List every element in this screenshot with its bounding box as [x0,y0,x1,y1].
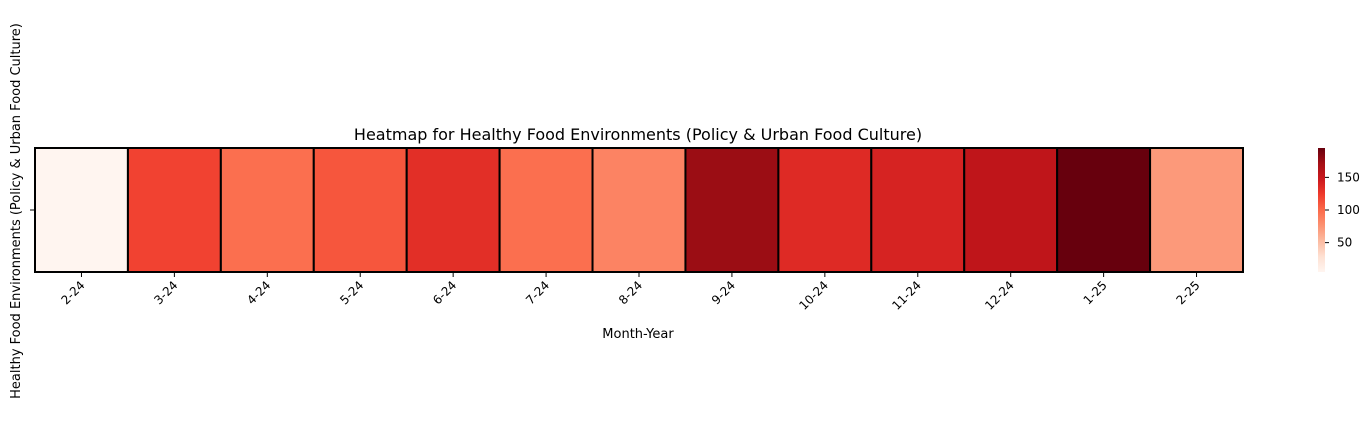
x-axis-label: Month-Year [602,327,674,342]
heatmap-cell [1056,147,1152,273]
heatmap-cell [591,147,687,273]
x-tick-label: 3-24 [151,278,180,307]
colorbar-tick-label: 50 [1337,236,1352,250]
y-axis-label: Healthy Food Environments (Policy & Urba… [9,23,24,399]
x-tick-label: 11-24 [889,278,924,313]
heatmap-cell [1149,147,1244,273]
heatmap-cell [963,147,1059,273]
x-tick-label: 8-24 [616,278,645,307]
x-axis-ticks: 2-24 3-24 4-24 5-24 6-24 7-24 8-24 9-24 10-24 11-… [58,272,1203,313]
x-tick-label: 6-24 [430,278,459,307]
x-tick-label: 7-24 [523,278,552,307]
heatmap-cell [312,147,408,273]
x-tick-label: 12-24 [982,278,1017,313]
heatmap-cell [498,147,594,273]
heatmap-cell [34,147,129,273]
x-tick-label: 4-24 [244,278,273,307]
colorbar-gradient [1318,148,1325,272]
x-tick-label: 1-25 [1081,278,1110,307]
heatmap-cell [777,147,873,273]
x-tick-label: 10-24 [796,278,831,313]
colorbar: 50 100 150 [1318,148,1360,272]
heatmap-cells [34,147,1244,273]
x-tick-label: 5-24 [337,278,366,307]
x-tick-label: 2-25 [1174,278,1203,307]
colorbar-tick-label: 100 [1337,203,1360,217]
colorbar-tick-label: 150 [1337,170,1360,184]
x-tick-label: 2-24 [58,278,87,307]
heatmap-cell [870,147,966,273]
heatmap-cell [219,147,315,273]
heatmap-cell [684,147,780,273]
heatmap-cell [405,147,501,273]
x-tick-label: 9-24 [709,278,738,307]
chart-title: Heatmap for Healthy Food Environments (P… [354,125,922,144]
heatmap-cell [126,147,222,273]
